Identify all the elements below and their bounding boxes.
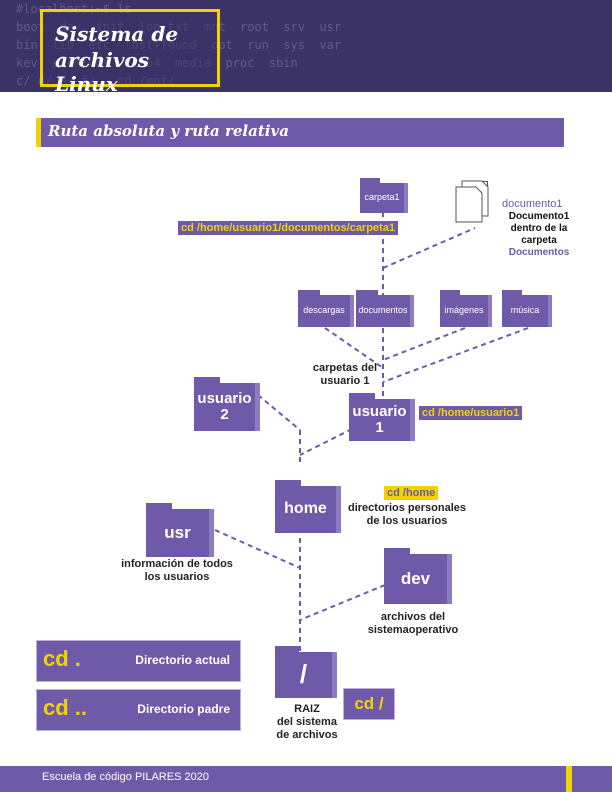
folder-root[interactable]: / bbox=[275, 646, 337, 700]
folder-documentos[interactable]: documentos bbox=[356, 290, 414, 330]
folder-label: dev bbox=[400, 569, 431, 589]
folder-label: home bbox=[284, 500, 327, 518]
legend-value: Directorio padre bbox=[137, 702, 230, 716]
command-home: cd /home bbox=[384, 486, 439, 500]
folder-usuario2[interactable]: usuario 2 bbox=[194, 377, 260, 433]
header-banner: #localhost:~$ ls boot dev init log.txt m… bbox=[0, 0, 612, 92]
folder-label: usuario 2 bbox=[197, 390, 252, 423]
folder-dev[interactable]: dev bbox=[384, 548, 452, 606]
folder-musica[interactable]: música bbox=[502, 290, 552, 330]
folder-label: música bbox=[510, 305, 540, 316]
folder-carpeta1[interactable]: carpeta1 bbox=[360, 178, 408, 216]
folder-usuario1[interactable]: usuario 1 bbox=[349, 393, 415, 443]
folder-label: / bbox=[299, 659, 308, 690]
folder-label: usuario 1 bbox=[352, 403, 407, 436]
label-raiz: RAIZ del sistema de archivos bbox=[276, 703, 338, 741]
folder-label: documentos bbox=[358, 305, 408, 316]
document-description: Documento1 dentro de la carpeta Document… bbox=[508, 211, 570, 258]
title-box: Sistema de archivos Linux bbox=[40, 9, 220, 92]
page-title-line2: archivos Linux bbox=[55, 48, 150, 92]
section-title-bar: Ruta absoluta y ruta relativa bbox=[36, 118, 564, 147]
label-archivos-sistema: archivos del sistemaoperativo bbox=[367, 611, 459, 636]
document-name: documento1 bbox=[502, 198, 563, 210]
folder-label: carpeta1 bbox=[364, 192, 400, 203]
folder-home[interactable]: home bbox=[275, 480, 341, 535]
footer: Escuela de código PILARES 2020 bbox=[0, 766, 612, 792]
document-icon[interactable] bbox=[452, 178, 492, 226]
footer-accent bbox=[566, 766, 572, 792]
command-usuario1: cd /home/usuario1 bbox=[419, 406, 523, 420]
section-title: Ruta absoluta y ruta relativa bbox=[48, 122, 289, 140]
label-directorios-personales: directorios personales de los usuarios bbox=[348, 502, 466, 527]
page-title-line1: Sistema de bbox=[55, 22, 179, 46]
folder-label: usr bbox=[164, 523, 191, 543]
label-info-usuarios: información de todos los usuarios bbox=[121, 558, 233, 583]
section-accent bbox=[36, 118, 41, 147]
folder-imagenes[interactable]: imágenes bbox=[440, 290, 492, 330]
folder-label: imágenes bbox=[444, 305, 484, 316]
command-carpeta1: cd /home/usuario1/documentos/carpeta1 bbox=[178, 221, 398, 235]
legend-value: Directorio actual bbox=[135, 653, 230, 667]
command-root: cd / bbox=[343, 688, 395, 720]
legend-parent-dir: cd .. Directorio padre bbox=[36, 689, 241, 731]
legend-current-dir: cd . Directorio actual bbox=[36, 640, 241, 682]
folder-usr[interactable]: usr bbox=[146, 503, 214, 559]
footer-text: Escuela de código PILARES 2020 bbox=[42, 771, 209, 783]
folder-descargas[interactable]: descargas bbox=[298, 290, 354, 330]
folder-label: descargas bbox=[303, 305, 345, 316]
legend-key: cd . bbox=[43, 646, 81, 671]
label-carpetas-usuario: carpetas del usuario 1 bbox=[312, 362, 378, 387]
legend-key: cd .. bbox=[43, 695, 88, 720]
